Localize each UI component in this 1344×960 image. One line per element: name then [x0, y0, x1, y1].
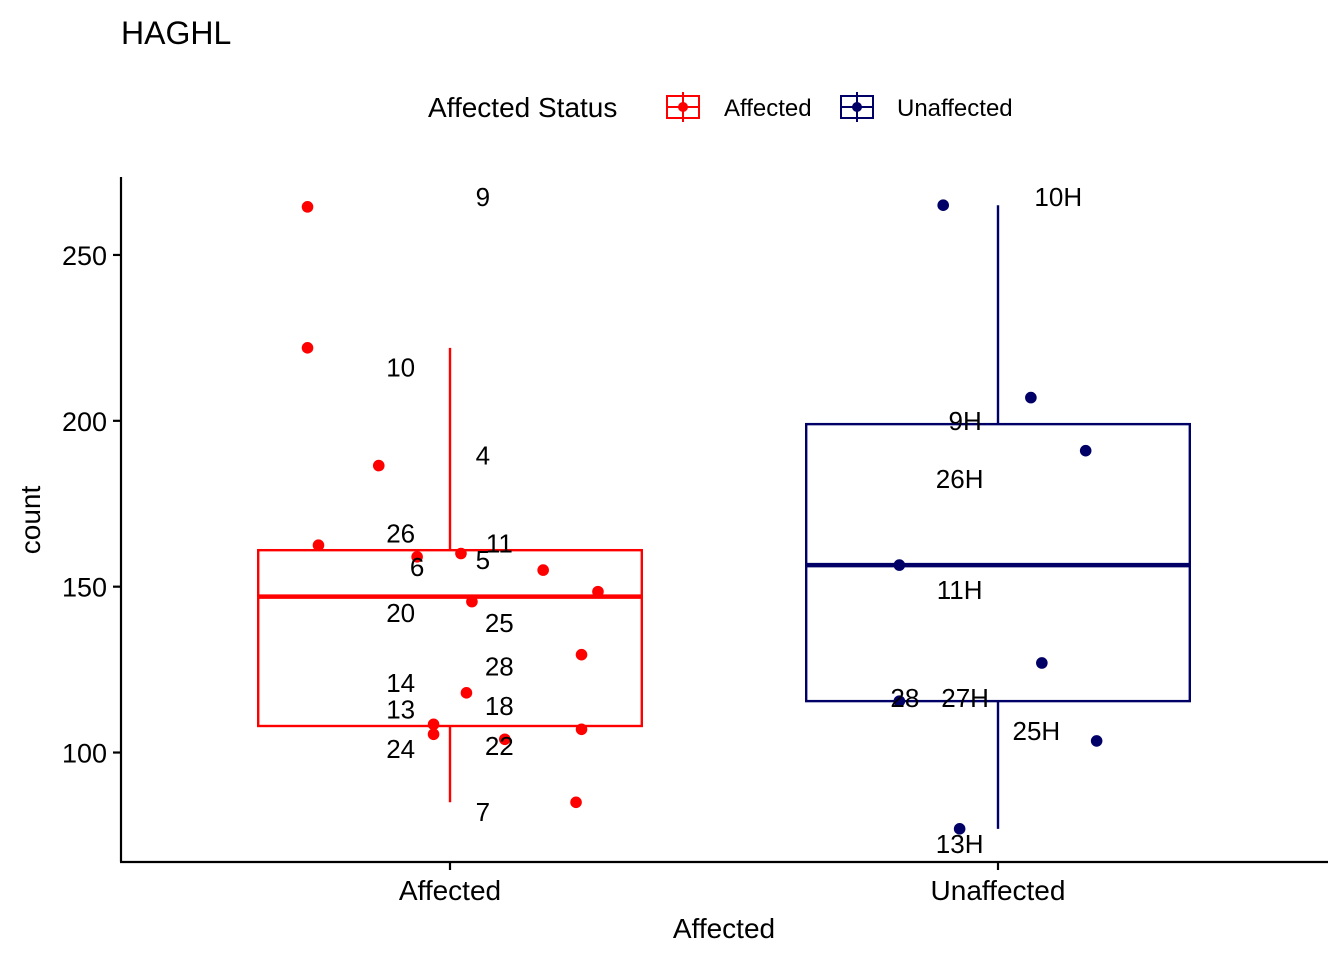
y-tick-label-150: 150 [62, 573, 107, 603]
box-affected [257, 548, 644, 728]
x-axis-ticks: Affected Unaffected [399, 862, 1066, 906]
chart-title: HAGHL [121, 15, 231, 51]
y-tick-label-250: 250 [62, 241, 107, 271]
point-label-affected-4: 4 [476, 441, 490, 471]
data-point-affected-9 [301, 201, 314, 213]
data-point-unaffected-9h [1025, 391, 1037, 404]
point-label-affected-11: 11 [486, 529, 513, 559]
data-point-affected-25 [466, 595, 478, 608]
data-point-affected-5 [537, 564, 549, 576]
data-point-unaffected-26h [1079, 444, 1092, 457]
point-label-affected-20: 20 [386, 598, 415, 628]
point-label-affected-6: 6 [410, 552, 424, 582]
legend: Affected Status Affected Unaffected [428, 92, 1013, 123]
point-label-affected-22: 22 [485, 731, 514, 761]
y-tick-label-200: 200 [62, 407, 107, 437]
data-point-affected-10 [301, 342, 314, 354]
data-point-unaffected-28 [893, 695, 906, 707]
legend-label-affected: Affected [724, 95, 812, 122]
data-point-affected-26 [312, 539, 325, 552]
data-point-affected-22 [499, 733, 511, 746]
data-point-unaffected-27h [1036, 657, 1048, 669]
point-label-unaffected-26h: 26H [936, 464, 984, 494]
point-label-affected-25: 25 [485, 608, 514, 638]
legend-key-affected [666, 92, 700, 122]
point-label-unaffected-13h: 13H [936, 829, 984, 859]
legend-key-affected-point [678, 102, 688, 112]
point-label-affected-14: 14 [386, 668, 415, 698]
data-point-affected-28 [575, 648, 588, 661]
data-point-unaffected-11h [893, 559, 906, 571]
data-point-affected-18 [575, 723, 588, 736]
box-layer [257, 205, 1192, 829]
data-point-affected-20 [592, 585, 604, 598]
y-tick-label-100: 100 [62, 739, 107, 769]
data-point-affected-4 [372, 459, 385, 472]
point-label-affected-18: 18 [485, 691, 514, 721]
y-axis-title: count [15, 486, 46, 555]
box-unaffected [805, 422, 1192, 703]
data-point-unaffected-13h [953, 823, 966, 835]
data-point-unaffected-25h [1090, 735, 1103, 747]
point-layer [301, 199, 1103, 835]
legend-key-unaffected [840, 92, 874, 122]
legend-label-unaffected: Unaffected [897, 95, 1013, 122]
point-label-unaffected-25h: 25H [1013, 716, 1061, 746]
point-label-affected-7: 7 [476, 797, 490, 827]
point-label-affected-9: 9 [476, 182, 490, 212]
x-tick-label-unaffected: Unaffected [931, 875, 1066, 906]
data-point-affected-14 [460, 687, 473, 699]
data-point-unaffected-10h [937, 199, 949, 211]
point-label-unaffected-28: 28 [890, 683, 919, 713]
point-label-affected-26: 26 [386, 519, 415, 549]
point-label-affected-13: 13 [386, 694, 415, 724]
x-tick-label-affected: Affected [399, 875, 501, 906]
point-label-unaffected-9h: 9H [948, 406, 981, 436]
data-point-affected-6 [411, 551, 423, 563]
data-point-affected-13 [427, 718, 440, 731]
point-label-unaffected-11h: 11H [937, 575, 983, 605]
point-label-affected-5: 5 [476, 545, 490, 575]
point-label-affected-24: 24 [386, 734, 415, 764]
data-point-affected-11 [455, 547, 467, 560]
point-label-affected-28: 28 [485, 651, 514, 681]
data-point-affected-24 [427, 728, 440, 741]
point-label-affected-10: 10 [386, 353, 415, 383]
legend-title: Affected Status [428, 92, 617, 123]
point-label-unaffected-10h: 10H [1034, 182, 1082, 212]
x-axis-title: Affected [673, 913, 775, 944]
data-point-affected-7 [570, 796, 582, 809]
legend-key-unaffected-point [852, 102, 862, 112]
y-axis-ticks: 100 150 200 250 [62, 241, 121, 769]
point-label-unaffected-27h: 27H [941, 683, 989, 713]
